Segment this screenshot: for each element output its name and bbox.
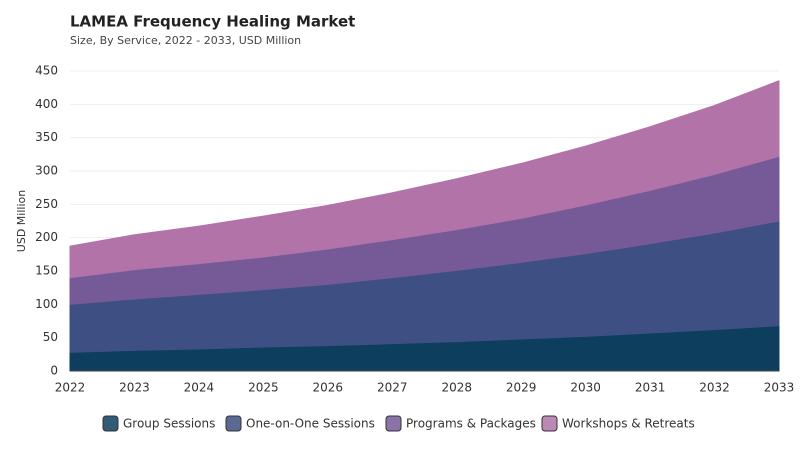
x-tick-label: 2023 bbox=[119, 381, 150, 395]
y-tick-label: 0 bbox=[50, 364, 58, 378]
legend-swatch bbox=[102, 415, 119, 432]
y-tick-label: 450 bbox=[35, 64, 58, 78]
x-tick-label: 2025 bbox=[248, 381, 279, 395]
x-tick-label: 2027 bbox=[377, 381, 408, 395]
legend-swatch bbox=[541, 415, 558, 432]
y-tick-label: 100 bbox=[35, 297, 58, 311]
x-tick-label: 2031 bbox=[635, 381, 666, 395]
y-tick-label: 400 bbox=[35, 97, 58, 111]
x-tick-label: 2022 bbox=[55, 381, 86, 395]
y-axis-label: USD Million bbox=[15, 190, 28, 252]
x-tick-label: 2033 bbox=[764, 381, 795, 395]
legend-label: One-on-One Sessions bbox=[246, 417, 375, 431]
x-tick-label: 2029 bbox=[506, 381, 537, 395]
x-tick-label: 2032 bbox=[699, 381, 730, 395]
legend-label: Programs & Packages bbox=[406, 417, 536, 431]
legend-swatch bbox=[385, 415, 402, 432]
x-tick-label: 2024 bbox=[184, 381, 215, 395]
chart-subtitle: Size, By Service, 2022 - 2033, USD Milli… bbox=[70, 34, 301, 47]
y-tick-label: 350 bbox=[35, 130, 58, 144]
area-edge bbox=[69, 80, 780, 248]
y-tick-label: 300 bbox=[35, 164, 58, 178]
x-tick-label: 2030 bbox=[570, 381, 601, 395]
y-tick-label: 200 bbox=[35, 230, 58, 244]
chart-title: LAMEA Frequency Healing Market bbox=[70, 13, 355, 31]
legend-label: Group Sessions bbox=[123, 417, 215, 431]
x-tick-label: 2028 bbox=[441, 381, 472, 395]
y-tick-label: 250 bbox=[35, 197, 58, 211]
y-tick-label: 50 bbox=[43, 330, 58, 344]
x-tick-label: 2026 bbox=[313, 381, 344, 395]
legend-swatch bbox=[225, 415, 242, 432]
y-tick-label: 150 bbox=[35, 264, 58, 278]
legend-label: Workshops & Retreats bbox=[562, 417, 695, 431]
